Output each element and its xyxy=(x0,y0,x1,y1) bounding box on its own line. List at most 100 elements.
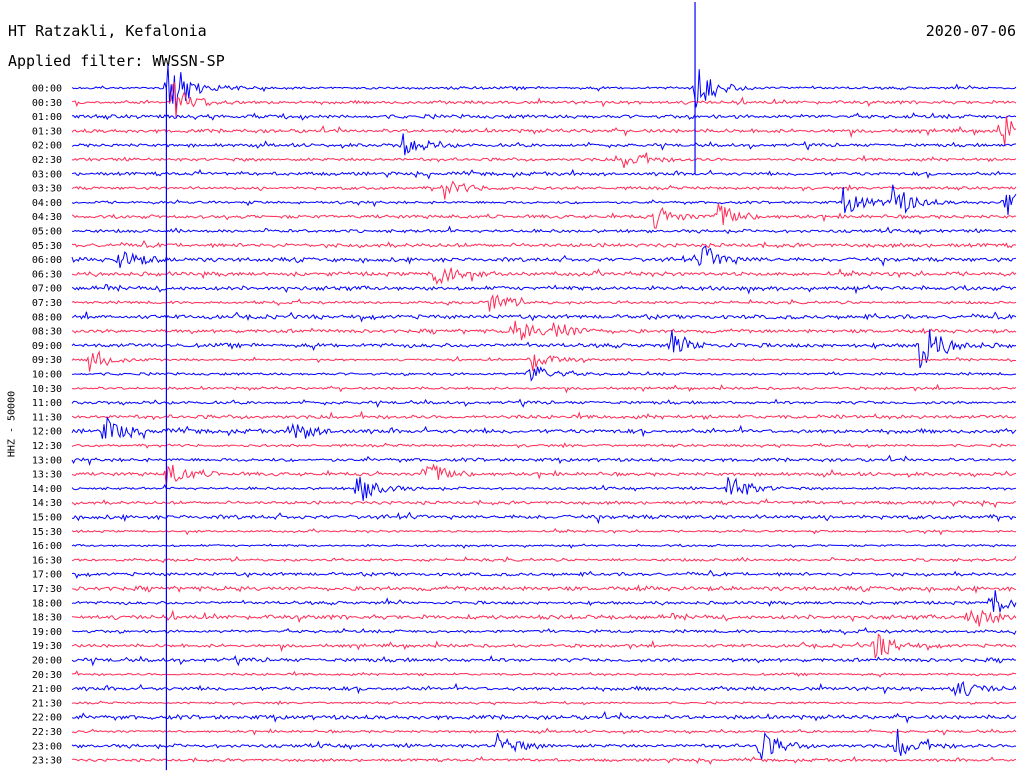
row-time-label: 04:00 xyxy=(32,198,62,209)
trace-line xyxy=(71,755,1017,765)
trace-line xyxy=(71,168,1016,180)
row-time-label: 18:00 xyxy=(32,598,62,609)
row-time-label: 23:00 xyxy=(32,741,62,752)
row-time-label: 16:30 xyxy=(32,555,62,566)
trace-line xyxy=(71,590,1017,613)
row-time-label: 14:30 xyxy=(32,498,62,509)
trace-line xyxy=(71,203,1017,229)
row-time-label: 15:00 xyxy=(32,513,62,524)
trace-line xyxy=(71,728,1017,760)
row-time-label: 14:00 xyxy=(32,484,62,495)
trace-line xyxy=(71,498,1016,509)
row-time-label: 00:00 xyxy=(32,84,62,95)
trace-line xyxy=(71,350,1017,372)
row-time-label: 09:30 xyxy=(32,355,62,366)
row-time-label: 06:00 xyxy=(32,255,62,266)
row-time-label: 07:30 xyxy=(32,298,62,309)
trace-line xyxy=(71,609,1017,627)
trace-line xyxy=(71,366,1017,382)
trace-line xyxy=(71,398,1017,408)
trace-line xyxy=(71,528,1017,536)
row-time-label: 20:00 xyxy=(32,656,62,667)
row-time-label: 10:00 xyxy=(32,370,62,381)
trace-line xyxy=(71,225,1017,235)
row-time-label: 05:30 xyxy=(32,241,62,252)
row-time-label: 19:00 xyxy=(32,627,62,638)
trace-line xyxy=(71,543,1017,549)
trace-line xyxy=(71,267,1017,286)
row-time-label: 00:30 xyxy=(32,98,62,109)
row-label-group: 00:00 00:30 01:00 01:30 02:00 02:30 03:00 03:30… xyxy=(32,84,62,767)
row-time-label: 10:30 xyxy=(32,384,62,395)
row-time-label: 02:30 xyxy=(32,155,62,166)
row-time-label: 06:30 xyxy=(32,269,62,280)
trace-line xyxy=(71,239,1017,249)
trace-line xyxy=(71,415,1017,440)
trace-line xyxy=(71,311,1017,323)
row-time-label: 22:00 xyxy=(32,713,62,724)
filter-label: Applied filter: WWSSN-SP xyxy=(8,52,225,70)
row-time-label: 09:00 xyxy=(32,341,62,352)
row-time-label: 01:30 xyxy=(32,126,62,137)
trace-line xyxy=(71,115,1017,147)
row-time-label: 11:00 xyxy=(32,398,62,409)
trace-line xyxy=(71,463,1017,487)
trace-line xyxy=(71,112,1017,121)
row-time-label: 12:30 xyxy=(32,441,62,452)
row-time-label: 01:00 xyxy=(32,112,62,123)
trace-line xyxy=(71,383,1017,394)
trace-line xyxy=(71,245,1017,269)
trace-line xyxy=(71,654,1017,667)
row-time-label: 11:30 xyxy=(32,412,62,423)
row-time-label: 05:00 xyxy=(32,227,62,238)
trace-line xyxy=(71,152,1017,169)
trace-line xyxy=(71,410,1017,421)
trace-line xyxy=(71,64,1017,112)
station-title: HT Ratzakli, Kefalonia xyxy=(8,22,207,40)
row-time-label: 18:30 xyxy=(32,613,62,624)
trace-line xyxy=(71,180,1017,200)
row-time-label: 02:00 xyxy=(32,141,62,152)
trace-line xyxy=(71,133,1017,156)
trace-line xyxy=(71,710,1017,724)
trace-line xyxy=(71,633,1017,659)
trace-line xyxy=(71,81,1017,118)
trace-line xyxy=(71,670,1017,678)
trace-line xyxy=(71,476,1017,501)
row-time-label: 16:00 xyxy=(32,541,62,552)
trace-line xyxy=(71,284,1017,295)
trace-line xyxy=(71,442,1017,449)
trace-line xyxy=(71,569,1017,579)
row-time-label: 15:30 xyxy=(32,527,62,538)
row-time-label: 19:30 xyxy=(32,641,62,652)
row-time-label: 08:00 xyxy=(32,312,62,323)
trace-line xyxy=(71,293,1017,312)
row-time-label: 21:30 xyxy=(32,698,62,709)
trace-line xyxy=(71,626,1017,636)
row-time-label: 07:00 xyxy=(32,284,62,295)
trace-line xyxy=(71,184,1017,215)
row-time-label: 08:30 xyxy=(32,327,62,338)
row-time-label: 03:00 xyxy=(32,169,62,180)
trace-line xyxy=(71,700,1017,706)
row-time-label: 03:30 xyxy=(32,184,62,195)
trace-line xyxy=(71,329,1017,369)
row-time-label: 21:00 xyxy=(32,684,62,695)
trace-line xyxy=(71,320,1017,341)
trace-line xyxy=(71,584,1017,594)
row-time-label: 20:30 xyxy=(32,670,62,681)
row-time-label: 17:30 xyxy=(32,584,62,595)
trace-line xyxy=(71,454,1017,466)
trace-group xyxy=(71,2,1017,771)
row-time-label: 17:00 xyxy=(32,570,62,581)
row-time-label: 22:30 xyxy=(32,727,62,738)
trace-line xyxy=(71,511,1017,525)
date-label: 2020-07-06 xyxy=(925,22,1016,40)
row-time-label: 13:30 xyxy=(32,470,62,481)
row-time-label: 13:00 xyxy=(32,455,62,466)
trace-line xyxy=(71,555,1017,564)
trace-line xyxy=(71,727,1017,736)
row-time-label: 23:30 xyxy=(32,756,62,767)
